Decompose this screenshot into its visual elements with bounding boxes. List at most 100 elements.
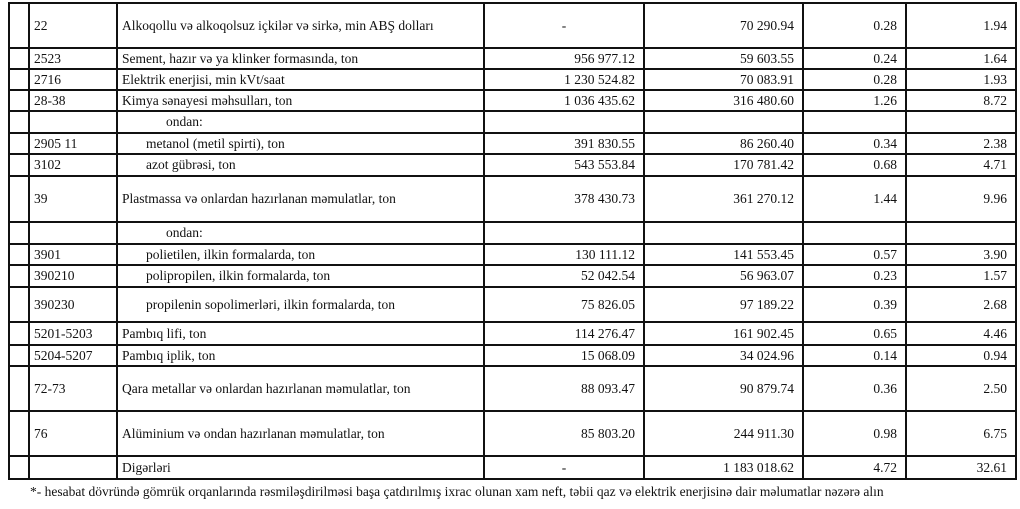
table-row: 3901 polietilen, ilkin formalarda, ton 130… [8, 243, 1017, 266]
share-cell: 0.28 [802, 2, 907, 49]
code-cell: 22 [28, 2, 118, 49]
quantity-cell: 52 042.54 [483, 264, 645, 288]
footnote: *- hesabat dövründə gömrük orqanlarında … [30, 484, 884, 499]
value-cell: 244 911.30 [643, 410, 804, 457]
blank [8, 47, 30, 70]
blank [8, 153, 30, 177]
quantity-cell: 378 430.73 [483, 175, 645, 223]
value-cell: 161 902.45 [643, 321, 804, 346]
blank [8, 2, 30, 49]
table-row: 22 Alkoqollu və alkoqolsuz içkilər və sir… [8, 2, 1017, 49]
value-cell [643, 221, 804, 245]
share-total-cell: 3.90 [905, 243, 1017, 266]
share-cell: 1.26 [802, 89, 907, 112]
blank [8, 110, 30, 134]
code-cell: 28-38 [28, 89, 118, 112]
share-total-cell: 2.50 [905, 365, 1017, 412]
code-cell: 2905 11 [28, 132, 118, 155]
name-cell: Pambıq iplik, ton [116, 344, 485, 367]
code-cell: 390230 [28, 286, 118, 323]
share-total-cell: 32.61 [905, 455, 1017, 480]
table-row: 39 Plastmassa və onlardan hazırlanan məmu… [8, 175, 1017, 223]
code-cell: 3102 [28, 153, 118, 177]
quantity-cell: 15 068.09 [483, 344, 645, 367]
quantity-cell [483, 221, 645, 245]
value-cell: 34 024.96 [643, 344, 804, 367]
code-cell: 5204-5207 [28, 344, 118, 367]
name-cell: Qara metallar və onlardan hazırlanan məm… [116, 365, 485, 412]
share-cell: 0.98 [802, 410, 907, 457]
share-total-cell: 0.94 [905, 344, 1017, 367]
table-row: 3102 azot gübrəsi, ton 543 553.84 170 781.4… [8, 153, 1017, 177]
table-row: Digərləri -1 183 018.62 4.72 32.61 [8, 455, 1017, 480]
table-row: 390210 polipropilen, ilkin formalarda, to… [8, 264, 1017, 288]
blank [8, 68, 30, 91]
share-total-cell: 1.64 [905, 47, 1017, 70]
name-cell: Alüminium və ondan hazırlanan məmulatlar… [116, 410, 485, 457]
value-cell: 97 189.22 [643, 286, 804, 323]
code-cell: 76 [28, 410, 118, 457]
code-cell: 72-73 [28, 365, 118, 412]
code-cell [28, 455, 118, 480]
share-total-cell: 4.46 [905, 321, 1017, 346]
name-cell: Pambıq lifi, ton [116, 321, 485, 346]
quantity-cell: 1 036 435.62 [483, 89, 645, 112]
blank [8, 132, 30, 155]
share-cell: 0.36 [802, 365, 907, 412]
share-cell: 0.24 [802, 47, 907, 70]
value-cell: 316 480.60 [643, 89, 804, 112]
blank [8, 321, 30, 346]
quantity-cell: 114 276.47 [483, 321, 645, 346]
share-total-cell: 4.71 [905, 153, 1017, 177]
share-cell: 0.39 [802, 286, 907, 323]
table-row: 5204-5207 Pambıq iplik, ton 15 068.09 34 02… [8, 344, 1017, 367]
share-total-cell [905, 221, 1017, 245]
share-cell: 0.68 [802, 153, 907, 177]
table-row: 2716 Elektrik enerjisi, min kVt/saat 1 230… [8, 68, 1017, 91]
share-total-cell [905, 110, 1017, 134]
name-cell: Alkoqollu və alkoqolsuz içkilər və sirkə… [116, 2, 485, 49]
quantity-cell: 88 093.47 [483, 365, 645, 412]
share-cell [802, 221, 907, 245]
code-cell [28, 110, 118, 134]
quantity-cell: 85 803.20 [483, 410, 645, 457]
quantity-cell: 1 230 524.82 [483, 68, 645, 91]
table-row: ondan: [8, 221, 1017, 245]
value-cell: 70 083.91 [643, 68, 804, 91]
table-row: 2523 Sement, hazır və ya klinker formasın… [8, 47, 1017, 70]
value-cell: 70 290.94 [643, 2, 804, 49]
value-cell: 90 879.74 [643, 365, 804, 412]
quantity-cell: 75 826.05 [483, 286, 645, 323]
share-cell [802, 110, 907, 134]
table-row: 76 Alüminium və ondan hazırlanan məmulatl… [8, 410, 1017, 457]
name-cell: Elektrik enerjisi, min kVt/saat [116, 68, 485, 91]
table-row: ondan: [8, 110, 1017, 134]
name-cell: propilenin sopolimerləri, ilkin formalar… [116, 286, 485, 323]
share-cell: 0.34 [802, 132, 907, 155]
quantity-cell [483, 110, 645, 134]
value-cell: 86 260.40 [643, 132, 804, 155]
quantity-cell: 956 977.12 [483, 47, 645, 70]
blank [8, 455, 30, 480]
value-cell: 141 553.45 [643, 243, 804, 266]
name-cell: Kimya sənayesi məhsulları, ton [116, 89, 485, 112]
share-cell: 0.14 [802, 344, 907, 367]
share-total-cell: 6.75 [905, 410, 1017, 457]
name-cell: metanol (metil spirti), ton [116, 132, 485, 155]
share-total-cell: 8.72 [905, 89, 1017, 112]
blank [8, 175, 30, 223]
blank [8, 286, 30, 323]
share-cell: 0.28 [802, 68, 907, 91]
code-cell: 39 [28, 175, 118, 223]
table-row: 28-38 Kimya sənayesi məhsulları, ton 1 036… [8, 89, 1017, 112]
blank [8, 344, 30, 367]
code-cell: 2716 [28, 68, 118, 91]
share-cell: 0.23 [802, 264, 907, 288]
code-cell: 5201-5203 [28, 321, 118, 346]
share-cell: 1.44 [802, 175, 907, 223]
name-cell: Plastmassa və onlardan hazırlanan məmula… [116, 175, 485, 223]
value-cell: 361 270.12 [643, 175, 804, 223]
value-cell: 59 603.55 [643, 47, 804, 70]
share-cell: 0.57 [802, 243, 907, 266]
table-row: 2905 11 metanol (metil spirti), ton 391 83… [8, 132, 1017, 155]
